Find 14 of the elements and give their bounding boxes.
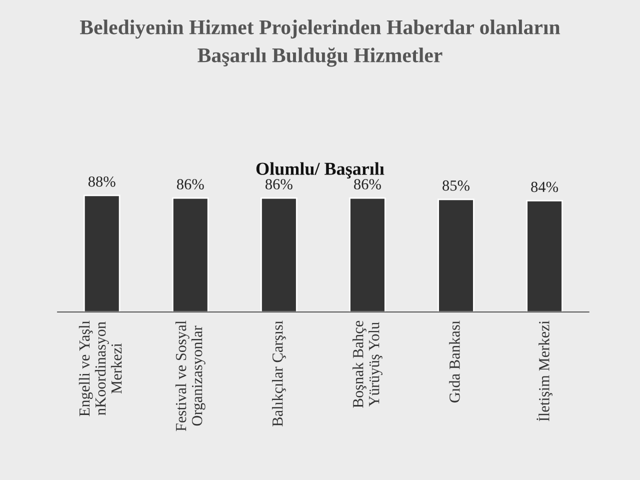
x-tick-label: Festival ve Sosyal Organizasyonlar (175, 320, 206, 432)
chart-subtitle: Olumlu/ Başarılı (256, 162, 384, 178)
data-label: 86% (354, 179, 381, 190)
x-tick-label: İletişim Merkezi (536, 320, 552, 422)
x-tick-label: Gıda Bankası (449, 320, 460, 402)
x-tick-label: Balıkçılar Çarşısı (272, 320, 286, 426)
data-label: 84% (531, 182, 558, 192)
x-tick-label: Engelli ve Yaşlı nKoordinasyon Merkezi (78, 320, 122, 416)
chart-title: Belediyenin Hizmet Projelerinden Haberdar olanların Başarılı Bulduğu Hizmetler (80, 20, 560, 67)
x-tick-label: Boşnak Bahçe Yürüyüş Yolu (352, 320, 382, 408)
data-label: 85% (442, 180, 470, 191)
data-label: 88% (88, 176, 116, 187)
data-label: 86% (266, 179, 292, 190)
data-label: 86% (176, 179, 204, 190)
